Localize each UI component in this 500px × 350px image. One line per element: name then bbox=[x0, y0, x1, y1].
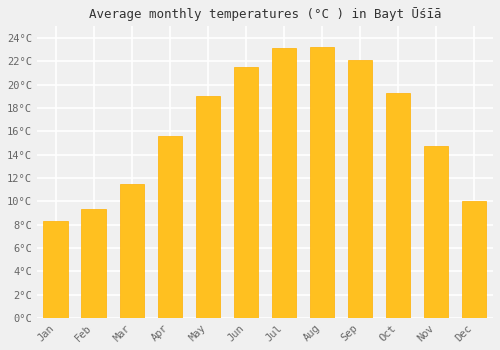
Bar bbox=[424, 146, 448, 318]
Bar bbox=[158, 136, 182, 318]
Bar bbox=[82, 209, 106, 318]
Bar bbox=[44, 221, 68, 318]
Bar bbox=[272, 48, 296, 318]
Bar bbox=[234, 67, 258, 318]
Bar bbox=[120, 184, 144, 318]
Bar bbox=[386, 93, 410, 318]
Bar bbox=[462, 201, 486, 318]
Title: Average monthly temperatures (°C ) in Bayt Ūśīā: Average monthly temperatures (°C ) in Ba… bbox=[88, 7, 441, 21]
Bar bbox=[348, 60, 372, 318]
Bar bbox=[310, 47, 334, 318]
Bar bbox=[196, 96, 220, 318]
